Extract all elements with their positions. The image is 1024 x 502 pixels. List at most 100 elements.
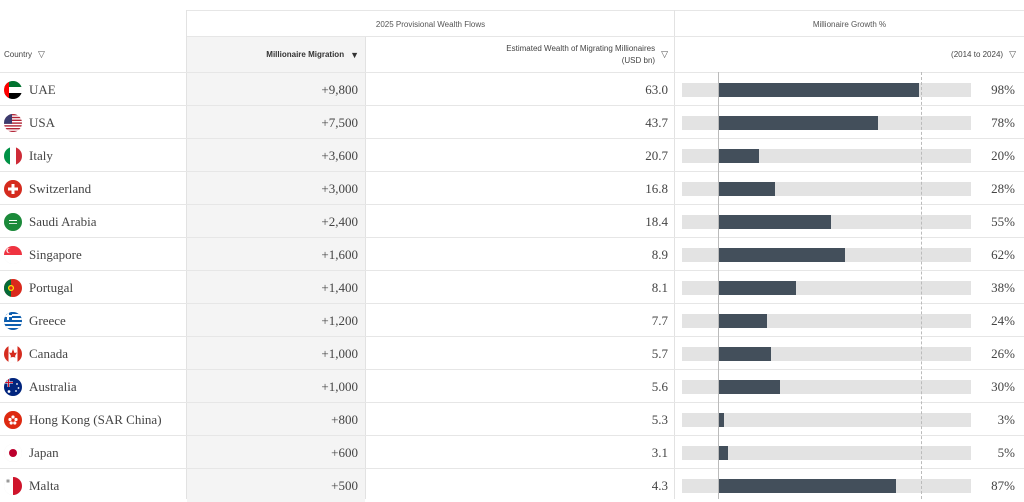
wealth-header-label: Estimated Wealth of Migrating Millionair… [506,43,655,67]
wealth-column-header[interactable]: Estimated Wealth of Migrating Millionair… [366,37,674,72]
growth-bar-fill [718,446,729,460]
wealth-value: 3.1 [651,444,668,460]
wealth-value: 4.3 [651,477,668,493]
migration-cell: +500 [187,469,365,502]
growth-value: 30% [991,378,1015,394]
sort-desc-icon[interactable]: ▼ [350,49,359,60]
growth-value: 28% [991,180,1015,196]
country-name: Greece [29,312,66,328]
hong-kong-flag-icon [4,410,22,429]
table-row[interactable]: Greece +1,200 7.7 24% [0,303,1024,337]
growth-value: 98% [991,81,1015,97]
wealth-cell: 63.0 [366,73,674,106]
filter-triangle-icon[interactable]: ▽ [38,49,45,59]
country-name: Hong Kong (SAR China) [29,411,162,427]
table-row[interactable]: Japan +600 3.1 5% [0,435,1024,469]
wealth-value: 5.7 [651,345,668,361]
migration-cell: +1,200 [187,304,365,337]
wealth-value: 20.7 [645,147,668,163]
filter-triangle-icon[interactable]: ▽ [661,49,668,59]
growth-bar-fill [718,380,780,394]
filter-triangle-icon[interactable]: ▽ [1009,49,1016,59]
migration-value: +3,000 [321,180,358,196]
table-row[interactable]: UAE +9,800 63.0 98% [0,72,1024,106]
growth-bar-fill [718,149,759,163]
growth-bar-fill [718,281,796,295]
japan-flag-icon [4,443,22,462]
wealth-value: 8.1 [651,279,668,295]
wealth-cell: 4.3 [366,469,674,502]
wealth-cell: 3.1 [366,436,674,469]
wealth-value: 43.7 [645,114,668,130]
migration-cell: +9,800 [187,73,365,106]
usa-flag-icon [4,113,22,132]
migration-value: +7,500 [321,114,358,130]
migration-value: +800 [331,411,358,427]
country-name: USA [29,114,56,130]
migration-header-label: Millionaire Migration [266,50,345,59]
country-name: Switzerland [29,180,92,196]
table-row[interactable]: Switzerland +3,000 16.8 28% [0,171,1024,205]
header-divider [187,36,1024,37]
migration-cell: +3,000 [187,172,365,205]
migration-cell: +800 [187,403,365,436]
wealth-cell: 8.9 [366,238,674,271]
country-cell: Canada [4,337,184,370]
country-name: Saudi Arabia [29,213,97,229]
country-cell: Malta [4,469,184,502]
bar-axis-reference-line [921,72,922,499]
growth-header-label: (2014 to 2024) [951,50,1004,59]
country-name: Canada [29,345,68,361]
growth-value: 20% [991,147,1015,163]
country-cell: Switzerland [4,172,184,205]
migration-column-header[interactable]: Millionaire Migration ▼ [187,37,365,72]
singapore-flag-icon [4,245,22,264]
growth-bar-track [682,446,971,460]
table-row[interactable]: Singapore +1,600 8.9 62% [0,237,1024,271]
table-row[interactable]: Hong Kong (SAR China) +800 5.3 3% [0,402,1024,436]
migration-cell: +1,600 [187,238,365,271]
migration-value: +1,000 [321,378,358,394]
group-header-growth: Millionaire Growth % [675,10,1024,37]
country-cell: Hong Kong (SAR China) [4,403,184,436]
migration-value: +500 [331,477,358,493]
migration-value: +2,400 [321,213,358,229]
growth-value: 38% [991,279,1015,295]
australia-flag-icon [4,377,22,396]
migration-value: +1,400 [321,279,358,295]
growth-value: 87% [991,477,1015,493]
wealth-value: 5.6 [651,378,668,394]
migration-value: +3,600 [321,147,358,163]
column-divider [674,10,675,499]
growth-bar-fill [718,182,776,196]
migration-cell: +1,400 [187,271,365,304]
column-divider [365,37,366,499]
country-column-header[interactable]: Country ▽ [4,37,184,72]
wealth-value: 16.8 [645,180,668,196]
table-row[interactable]: Australia +1,000 5.6 30% [0,369,1024,403]
migration-value: +1,200 [321,312,358,328]
column-divider [186,10,187,499]
wealth-cell: 5.6 [366,370,674,403]
wealth-cell: 16.8 [366,172,674,205]
table-row[interactable]: Portugal +1,400 8.1 38% [0,270,1024,304]
country-cell: Italy [4,139,184,172]
wealth-cell: 43.7 [366,106,674,139]
migration-value: +600 [331,444,358,460]
switzerland-flag-icon [4,179,22,198]
growth-bar-fill [718,248,846,262]
table-row[interactable]: Canada +1,000 5.7 26% [0,336,1024,370]
table-row[interactable]: Malta +500 4.3 87% [0,468,1024,502]
country-cell: Japan [4,436,184,469]
growth-value: 24% [991,312,1015,328]
wealth-value: 7.7 [651,312,668,328]
growth-bar-fill [718,479,897,493]
country-cell: Singapore [4,238,184,271]
country-header-label: Country [4,50,33,59]
country-cell: Australia [4,370,184,403]
table-row[interactable]: USA +7,500 43.7 78% [0,105,1024,139]
growth-column-header[interactable]: (2014 to 2024) ▽ [675,37,1016,72]
country-name: Australia [29,378,77,394]
table-row[interactable]: Saudi Arabia +2,400 18.4 55% [0,204,1024,238]
table-row[interactable]: Italy +3,600 20.7 20% [0,138,1024,172]
